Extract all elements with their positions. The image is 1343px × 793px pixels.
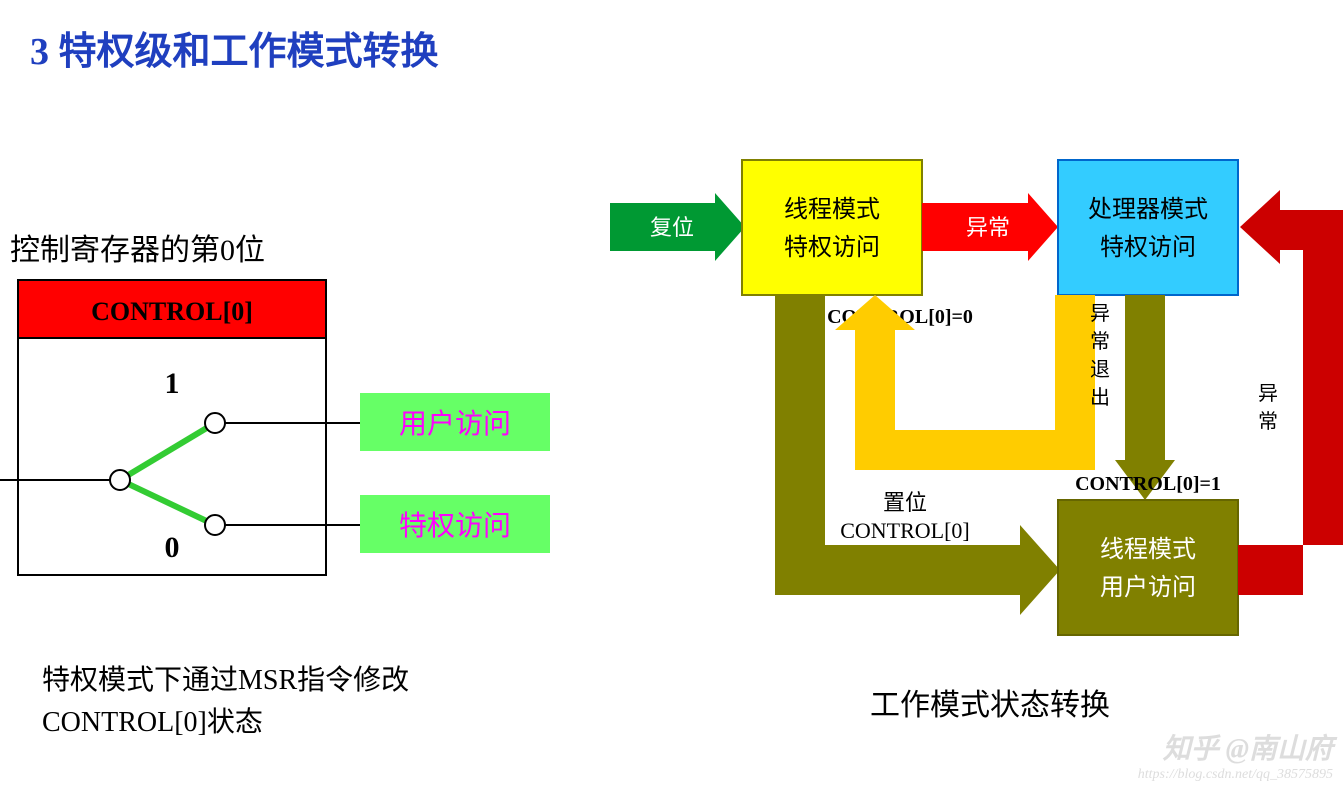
- svg-text:退: 退: [1090, 358, 1110, 381]
- register-diagram: CONTROL[0] 1 0 用户访问 特权访问: [0, 275, 560, 585]
- svg-text:置位: 置位: [883, 490, 927, 515]
- svg-text:CONTROL[0]: CONTROL[0]: [840, 518, 970, 543]
- svg-text:特权访问: 特权访问: [784, 234, 880, 261]
- right-caption: 工作模式状态转换: [870, 680, 1110, 724]
- svg-text:CONTROL[0]: CONTROL[0]: [91, 297, 253, 326]
- reset-arrow: 复位: [610, 193, 745, 261]
- svg-text:处理器模式: 处理器模式: [1088, 196, 1208, 223]
- state-diagram: 复位 线程模式 特权访问 异常 处理器模式 特权访问 CONTROL[0]=0 …: [600, 150, 1343, 670]
- svg-text:线程模式: 线程模式: [1100, 536, 1196, 563]
- svg-text:异常: 异常: [966, 215, 1010, 240]
- svg-text:用户访问: 用户访问: [399, 408, 511, 440]
- svg-text:1: 1: [165, 367, 180, 400]
- left-heading: 控制寄存器的第0位: [10, 225, 265, 269]
- svg-text:用户访问: 用户访问: [1100, 574, 1196, 601]
- svg-text:特权访问: 特权访问: [399, 510, 511, 542]
- exc-exit-arrow: 异 常 退 出 CONTROL[0]=1: [1075, 295, 1221, 500]
- svg-text:0: 0: [165, 531, 180, 564]
- watermark: 知乎 @南山府 https://blog.csdn.net/qq_3857589…: [1138, 727, 1333, 783]
- svg-text:复位: 复位: [650, 215, 694, 240]
- svg-text:常: 常: [1090, 330, 1110, 353]
- svg-text:线程模式: 线程模式: [784, 196, 880, 223]
- svg-text:特权访问: 特权访问: [1100, 234, 1196, 261]
- svg-text:常: 常: [1258, 410, 1278, 433]
- page-title: 3 特权级和工作模式转换: [30, 20, 439, 75]
- svg-text:出: 出: [1090, 386, 1110, 409]
- svg-text:CONTROL[0]=1: CONTROL[0]=1: [1075, 473, 1221, 495]
- exc-from-user-arrow: 异 常: [1238, 190, 1343, 595]
- svg-text:异: 异: [1258, 383, 1278, 405]
- exception-arrow: 异常: [922, 193, 1058, 261]
- left-note: 特权模式下通过MSR指令修改CONTROL[0]状态: [42, 660, 442, 744]
- svg-text:异: 异: [1090, 303, 1110, 325]
